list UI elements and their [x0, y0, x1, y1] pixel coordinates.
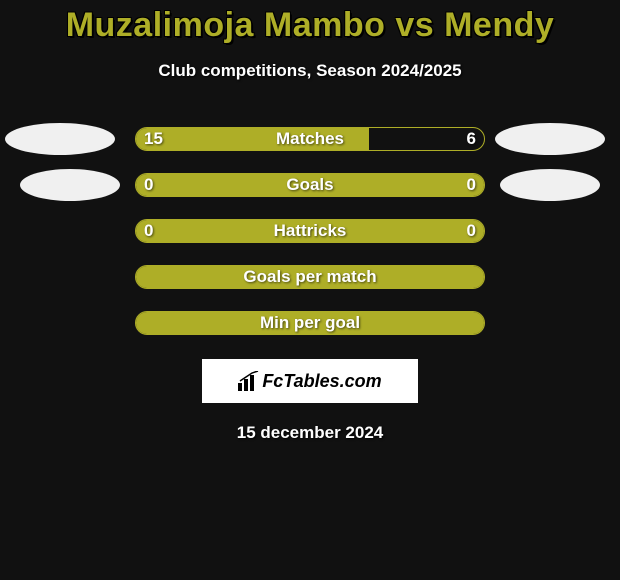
date-text: 15 december 2024 — [237, 423, 384, 443]
logo-text: FcTables.com — [262, 371, 381, 392]
stat-value-right: 0 — [467, 175, 476, 195]
stat-bar: 0 Goals 0 — [135, 173, 485, 197]
subtitle: Club competitions, Season 2024/2025 — [158, 61, 461, 81]
stat-row: Goals per match — [0, 265, 620, 289]
stat-value-left: 0 — [144, 175, 153, 195]
stat-label: Goals — [286, 175, 333, 195]
stat-value-right: 6 — [467, 129, 476, 149]
stat-label: Goals per match — [243, 267, 376, 287]
logo-box: FcTables.com — [202, 359, 418, 403]
infographic-root: Muzalimoja Mambo vs Mendy Club competiti… — [0, 0, 620, 443]
stat-label: Min per goal — [260, 313, 360, 333]
player-avatar-left — [5, 123, 115, 155]
chart-icon — [238, 371, 260, 391]
stat-row: 15 Matches 6 — [0, 127, 620, 151]
stats-block: 15 Matches 6 0 Goals 0 0 Hattricks 0 — [0, 127, 620, 335]
stat-bar: Goals per match — [135, 265, 485, 289]
stat-label: Matches — [276, 129, 344, 149]
stat-row: 0 Goals 0 — [0, 173, 620, 197]
page-title: Muzalimoja Mambo vs Mendy — [66, 6, 555, 45]
stat-bar: Min per goal — [135, 311, 485, 335]
stat-row: Min per goal — [0, 311, 620, 335]
player-avatar-right — [495, 123, 605, 155]
stat-value-left: 15 — [144, 129, 163, 149]
team-avatar-left — [20, 169, 120, 201]
stat-label: Hattricks — [274, 221, 347, 241]
stat-bar: 0 Hattricks 0 — [135, 219, 485, 243]
stat-value-right: 0 — [467, 221, 476, 241]
stat-value-left: 0 — [144, 221, 153, 241]
team-avatar-right — [500, 169, 600, 201]
stat-bar: 15 Matches 6 — [135, 127, 485, 151]
stat-row: 0 Hattricks 0 — [0, 219, 620, 243]
